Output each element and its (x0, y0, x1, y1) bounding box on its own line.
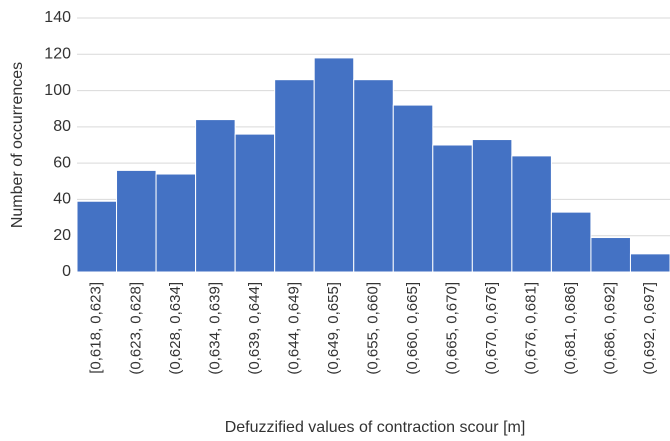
x-tick-label: (0,639, 0,644] (246, 282, 263, 375)
bar (195, 119, 236, 273)
x-tick-label: [0,618, 0,623] (88, 282, 105, 374)
y-tick-label: 40 (53, 191, 71, 208)
y-tick-label: 20 (53, 227, 71, 244)
x-tick-label: (0,649, 0,655] (325, 282, 342, 375)
x-tick-label: (0,660, 0,665] (404, 282, 421, 375)
x-tick-label: (0,670, 0,676] (483, 282, 500, 375)
y-tick-label: 100 (44, 82, 71, 99)
bar (116, 169, 157, 273)
y-tick-label: 60 (53, 154, 71, 171)
x-axis-title: Defuzzified values of contraction scour … (225, 419, 526, 436)
y-tick-label: 140 (44, 9, 71, 26)
bar (629, 253, 670, 273)
y-tick-label: 120 (44, 46, 71, 63)
bar (313, 57, 355, 273)
x-tick-label: (0,655, 0,660] (364, 282, 381, 375)
x-tick-label: (0,681, 0,686] (562, 282, 579, 375)
bar (274, 79, 315, 273)
bar (76, 200, 118, 273)
bar (392, 104, 434, 273)
x-tick-label: (0,644, 0,649] (285, 282, 302, 375)
bar (432, 144, 473, 273)
bar (155, 173, 197, 273)
bar (590, 237, 631, 273)
bar (471, 139, 513, 273)
x-tick-label: (0,628, 0,634] (167, 282, 184, 375)
bar (511, 155, 552, 273)
x-tick-label: (0,665, 0,670] (444, 282, 461, 375)
x-tick-label: (0,634, 0,639] (206, 282, 223, 375)
x-tick-label: (0,692, 0,697] (641, 282, 658, 375)
y-axis-title: Number of occurrences (9, 62, 26, 228)
bar (353, 79, 394, 273)
x-tick-label: (0,686, 0,692] (602, 282, 619, 375)
bar (234, 133, 276, 273)
x-tick-label: (0,676, 0,681] (523, 282, 540, 375)
bar (550, 211, 592, 273)
y-tick-label: 80 (53, 118, 71, 135)
y-tick-label: 0 (62, 263, 71, 280)
x-tick-label: (0,623, 0,628] (127, 282, 144, 375)
